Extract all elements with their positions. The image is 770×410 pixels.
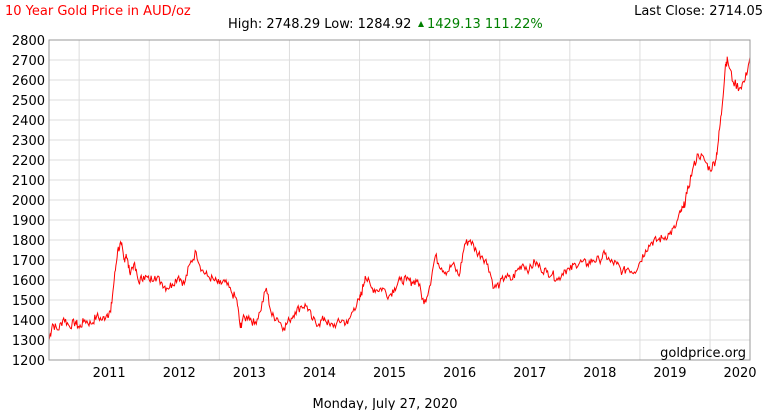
y-tick-label: 1600 (12, 274, 45, 289)
x-tick-label: 2019 (653, 366, 686, 381)
grid (49, 39, 750, 361)
x-tick-label: 2017 (513, 366, 546, 381)
y-tick-label: 2000 (12, 194, 45, 209)
x-tick-label: 2015 (373, 366, 406, 381)
y-tick-label: 1900 (12, 214, 45, 229)
y-tick-label: 2300 (12, 134, 45, 149)
x-axis-ticks: 2011 2012 2013 2014 2015 2016 2017 2018 2019 2020 (93, 366, 757, 381)
x-tick-label: 2016 (443, 366, 476, 381)
x-tick-label: 2013 (233, 366, 266, 381)
x-tick-label: 2011 (93, 366, 126, 381)
watermark: goldprice.org (660, 346, 746, 361)
change-label: 1429.13 111.22% (427, 17, 543, 32)
y-tick-label: 1700 (12, 254, 45, 269)
x-tick-label: 2014 (303, 366, 336, 381)
x-tick-label: 2020 (723, 366, 756, 381)
y-tick-label: 1200 (12, 354, 45, 369)
x-tick-label: 2012 (163, 366, 196, 381)
y-tick-label: 1400 (12, 314, 45, 329)
y-tick-label: 2600 (12, 74, 45, 89)
y-tick-label: 2200 (12, 154, 45, 169)
y-tick-label: 2700 (12, 54, 45, 69)
date-label: Monday, July 27, 2020 (313, 397, 458, 410)
last-close-label: Last Close: 2714.05 (634, 4, 763, 19)
price-series-line (48, 56, 751, 341)
plot-border (48, 39, 751, 361)
y-tick-label: 2400 (12, 114, 45, 129)
y-tick-label: 1800 (12, 234, 45, 249)
y-tick-label: 2500 (12, 94, 45, 109)
chart-title: 10 Year Gold Price in AUD/oz (5, 4, 191, 19)
y-tick-label: 2100 (12, 174, 45, 189)
y-tick-label: 2800 (12, 34, 45, 49)
high-low-label: High: 2748.29 Low: 1284.92 (228, 17, 411, 32)
x-tick-label: 2018 (583, 366, 616, 381)
up-arrow-icon (418, 21, 424, 27)
y-axis-ticks: 1200 1300 1400 1500 1600 1700 1800 1900 2000 2100… (12, 34, 45, 369)
y-tick-label: 1300 (12, 334, 45, 349)
y-tick-label: 1500 (12, 294, 45, 309)
